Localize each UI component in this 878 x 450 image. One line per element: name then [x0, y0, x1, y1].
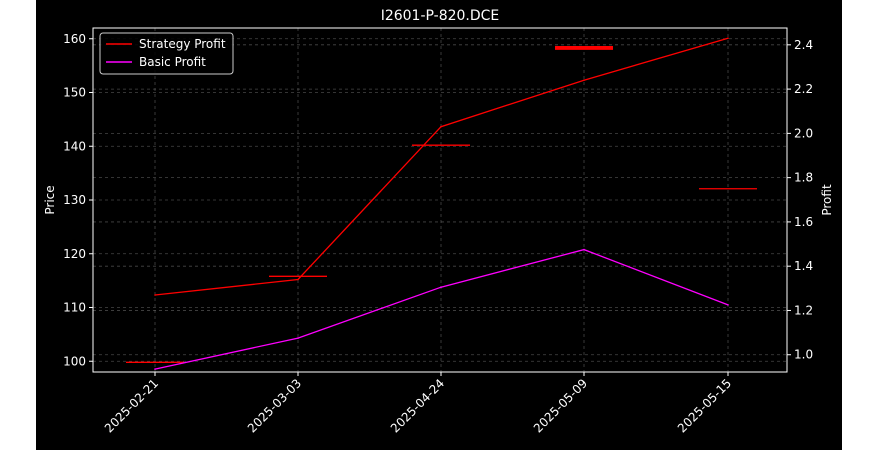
series-point: [297, 337, 299, 339]
y-tick-label-right: 2.0: [794, 126, 813, 140]
series-point: [154, 294, 156, 296]
series-point: [440, 286, 442, 289]
legend: Strategy Profit Basic Profit: [99, 32, 234, 75]
price-markers: [126, 45, 757, 363]
y-tick-label-right: 1.6: [794, 215, 813, 229]
y-tick-label-right: 1.8: [794, 171, 813, 185]
grid: [93, 28, 787, 372]
chart-figure: 100 110 120 130 140 150 160 1.0 1.2 1.4 1.6 1.8 2.0…: [36, 0, 842, 450]
x-axis-ticks: 2025-02-21 2025-03-03 2025-04-24 2025-05-09…: [102, 372, 734, 435]
series-point: [727, 37, 729, 39]
series-point: [297, 278, 299, 281]
y-tick-label-right: 2.2: [794, 82, 813, 96]
series-line-strategy-profit: [154, 37, 729, 296]
x-tick-label: 2025-02-21: [102, 376, 161, 435]
series-line-basic-profit: [154, 248, 729, 370]
legend-label-basic-profit: Basic Profit: [139, 55, 206, 69]
y-tick-label-left: 140: [63, 139, 86, 153]
y-axis-right-ticks: 1.0 1.2 1.4 1.6 1.8 2.0 2.2 2.4: [787, 38, 813, 362]
series-point: [727, 304, 729, 306]
y-tick-label-left: 100: [63, 354, 86, 368]
y-tick-label-right: 1.4: [794, 259, 813, 273]
y-tick-label-left: 130: [63, 193, 86, 207]
series-point: [583, 248, 585, 251]
y-tick-label-left: 110: [63, 301, 86, 315]
y-tick-label-left: 160: [63, 32, 86, 46]
y-axis-right-label: Profit: [820, 184, 834, 216]
y-tick-label-right: 1.0: [794, 348, 813, 362]
y-tick-label-left: 120: [63, 247, 86, 261]
legend-label-strategy-profit: Strategy Profit: [139, 37, 226, 51]
line-chart: 100 110 120 130 140 150 160 1.0 1.2 1.4 1.6 1.8 2.0…: [43, 8, 834, 435]
chart-title: I2601-P-820.DCE: [381, 8, 500, 24]
y-axis-left-label: Price: [43, 185, 57, 214]
series-point: [583, 79, 585, 81]
series-point: [154, 368, 156, 370]
series-point: [440, 125, 442, 128]
x-tick-label: 2025-04-24: [388, 376, 447, 435]
x-tick-label: 2025-05-15: [675, 376, 734, 435]
x-tick-label: 2025-05-09: [531, 376, 590, 435]
y-tick-label-right: 1.2: [794, 303, 813, 317]
series-lines: [154, 37, 729, 370]
y-tick-label-left: 150: [63, 86, 86, 100]
y-axis-left-ticks: 100 110 120 130 140 150 160: [63, 32, 93, 368]
y-tick-label-right: 2.4: [794, 38, 813, 52]
x-tick-label: 2025-03-03: [245, 376, 304, 435]
legend-box: [99, 32, 234, 75]
